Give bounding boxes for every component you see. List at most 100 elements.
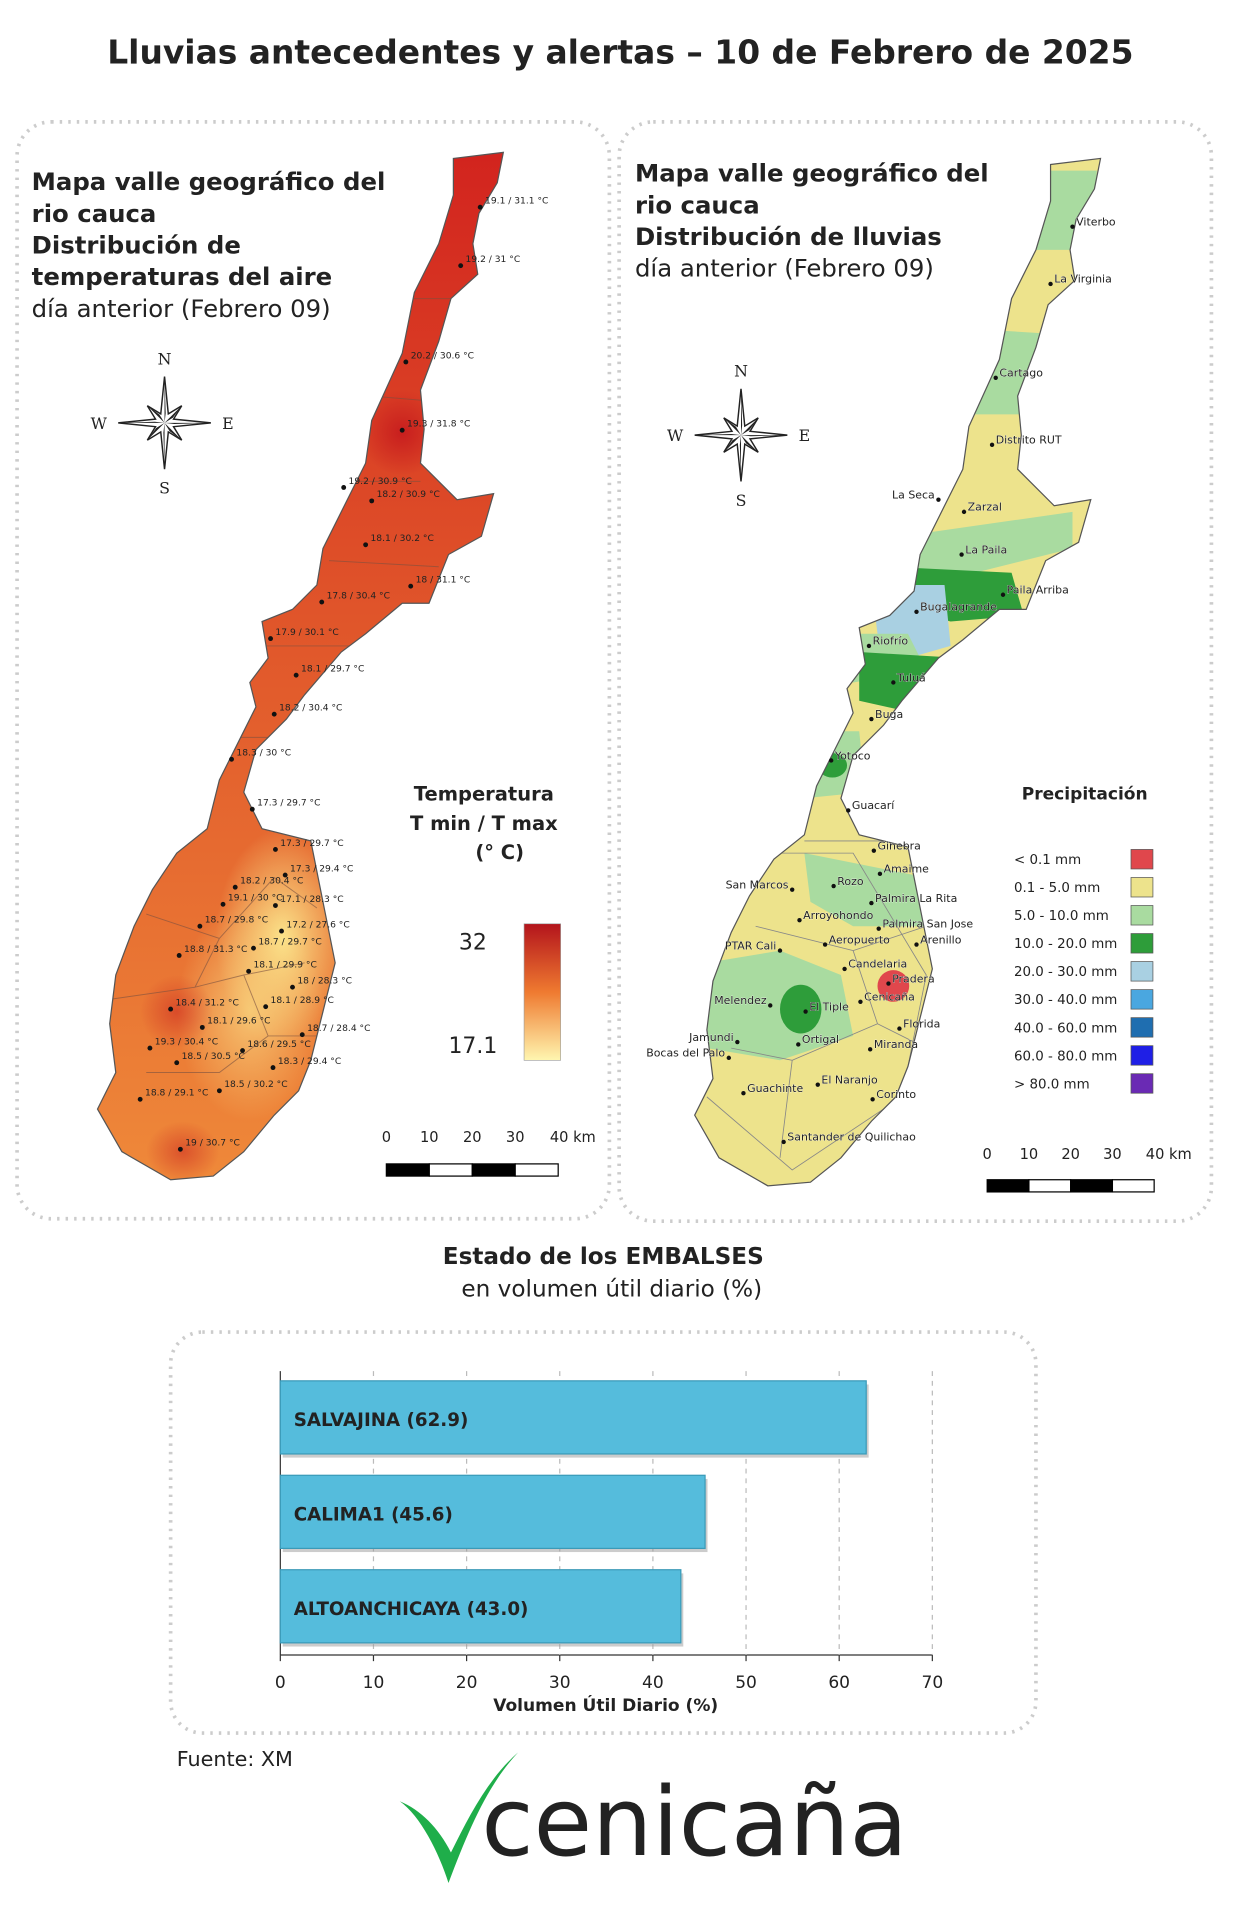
town-label: Rozo <box>837 875 864 888</box>
legend-label: > 80.0 mm <box>1014 1077 1090 1092</box>
bar <box>279 1380 867 1455</box>
legend-label: 20.0 - 30.0 mm <box>1014 965 1117 980</box>
x-tick-label: 60 <box>828 1673 850 1693</box>
town-label: Palmira San Jose <box>882 917 973 930</box>
compass-rose <box>694 433 741 436</box>
x-tick-label: 0 <box>275 1673 286 1693</box>
station-label: 17.1 / 28.3 °C <box>280 895 343 905</box>
station-label: 18.1 / 29.7 °C <box>301 665 364 675</box>
town-label: Florida <box>903 1017 940 1030</box>
logo-mark <box>399 1752 518 1883</box>
station-dot <box>176 953 182 958</box>
station-dot <box>293 672 299 678</box>
station-dot <box>403 359 409 365</box>
station-label: 18.3 / 29.4 °C <box>278 1057 341 1067</box>
town-dot <box>993 375 998 381</box>
scale-bar <box>428 1163 473 1177</box>
town-label: Guacarí <box>852 799 895 812</box>
station-dot <box>273 847 278 852</box>
x-tick-label: 30 <box>549 1673 571 1693</box>
town-label: Buga <box>875 708 903 721</box>
scale-label: 20 <box>1061 1146 1080 1163</box>
x-tick-label: 10 <box>363 1673 385 1693</box>
map-title: rio cauca <box>635 190 760 219</box>
station-label: 18 / 31.1 °C <box>416 576 471 586</box>
station-label: 18.7 / 29.8 °C <box>205 916 268 926</box>
legend-swatch <box>1130 1073 1154 1094</box>
station-dot <box>369 498 375 504</box>
legend-swatch <box>1130 933 1154 954</box>
town-label: Distrito RUT <box>996 434 1062 447</box>
town-label: Paila Arriba <box>1007 584 1069 597</box>
map-title: Mapa valle geográfico del <box>635 159 989 188</box>
station-label: 18.4 / 31.2 °C <box>176 998 239 1008</box>
compass-rose <box>163 422 165 470</box>
page-title: Lluvias antecedentes y alertas – 10 de F… <box>107 32 1133 71</box>
town-label: Bocas del Palo <box>646 1047 725 1060</box>
town-dot <box>858 999 863 1004</box>
station-label: 18.5 / 30.5 °C <box>182 1052 245 1062</box>
station-dot <box>240 1048 245 1053</box>
town-label: San Marcos <box>726 878 789 891</box>
legend-max: 32 <box>459 930 487 955</box>
town-dot <box>842 966 847 972</box>
station-label: 18.3 / 30 °C <box>236 749 291 759</box>
legend-title: Precipitación <box>1022 784 1148 804</box>
compass-rose <box>118 421 165 423</box>
station-label: 19.2 / 31 °C <box>466 255 521 265</box>
station-label: 19.3 / 31.8 °C <box>407 420 470 430</box>
station-label: 19.3 / 30.4 °C <box>155 1037 218 1047</box>
town-dot <box>1000 592 1006 597</box>
map-title: rio cauca <box>32 199 157 228</box>
station-label: 17.2 / 27.6 °C <box>286 920 349 930</box>
compass-rose <box>740 435 788 437</box>
town-dot <box>815 1082 820 1087</box>
town-dot <box>989 442 995 448</box>
town-label: Amaime <box>884 863 930 876</box>
scale-label: 30 <box>506 1129 525 1146</box>
legend-swatch <box>1130 1017 1154 1038</box>
bar-label: ALTOANCHICAYA (43.0) <box>294 1599 529 1620</box>
town-dot <box>876 926 881 931</box>
town-label: Guachinte <box>747 1082 803 1095</box>
station-dot <box>177 1146 183 1152</box>
town-dot <box>870 1097 875 1102</box>
town-dot <box>1070 224 1075 229</box>
compass-rose <box>164 376 166 423</box>
station-dot <box>199 1024 205 1030</box>
town-label: Arroyohondo <box>803 909 873 922</box>
town-dot <box>789 887 795 892</box>
compass-label: E <box>222 414 234 433</box>
station-label: 17.3 / 29.4 °C <box>290 864 353 874</box>
compass-label: W <box>667 426 684 445</box>
station-dot <box>273 903 278 908</box>
station-label: 18.1 / 29.6 °C <box>207 1017 270 1027</box>
town-dot <box>871 848 877 853</box>
station-dot <box>229 756 235 762</box>
town-label: Pradera <box>892 972 935 985</box>
town-label: Ortigal <box>802 1033 839 1046</box>
station-dot <box>216 1088 222 1094</box>
town-dot <box>897 1026 902 1031</box>
legend-title: T min / T max <box>410 812 558 835</box>
town-dot <box>959 552 964 557</box>
station-dot <box>268 636 274 642</box>
station-label: 19.2 / 30.9 °C <box>349 477 412 487</box>
station-dot <box>299 1032 305 1038</box>
scale-label: 10 <box>420 1129 439 1146</box>
town-dot <box>768 1003 773 1008</box>
station-label: 17.8 / 30.4 °C <box>327 591 390 601</box>
station-dot <box>270 1065 276 1071</box>
legend-colorbar <box>523 923 561 1061</box>
scale-bar <box>1028 1179 1072 1193</box>
town-dot <box>869 716 874 722</box>
station-dot <box>341 485 347 490</box>
legend-swatch <box>1130 989 1154 1010</box>
logo-text: cenicaña <box>481 1768 907 1878</box>
compass-label: S <box>159 479 170 498</box>
town-label: Palmira La Rita <box>875 892 957 905</box>
town-dot <box>961 509 967 515</box>
compass-rose <box>164 422 182 441</box>
town-dot <box>831 883 836 889</box>
town-dot <box>796 1042 801 1047</box>
